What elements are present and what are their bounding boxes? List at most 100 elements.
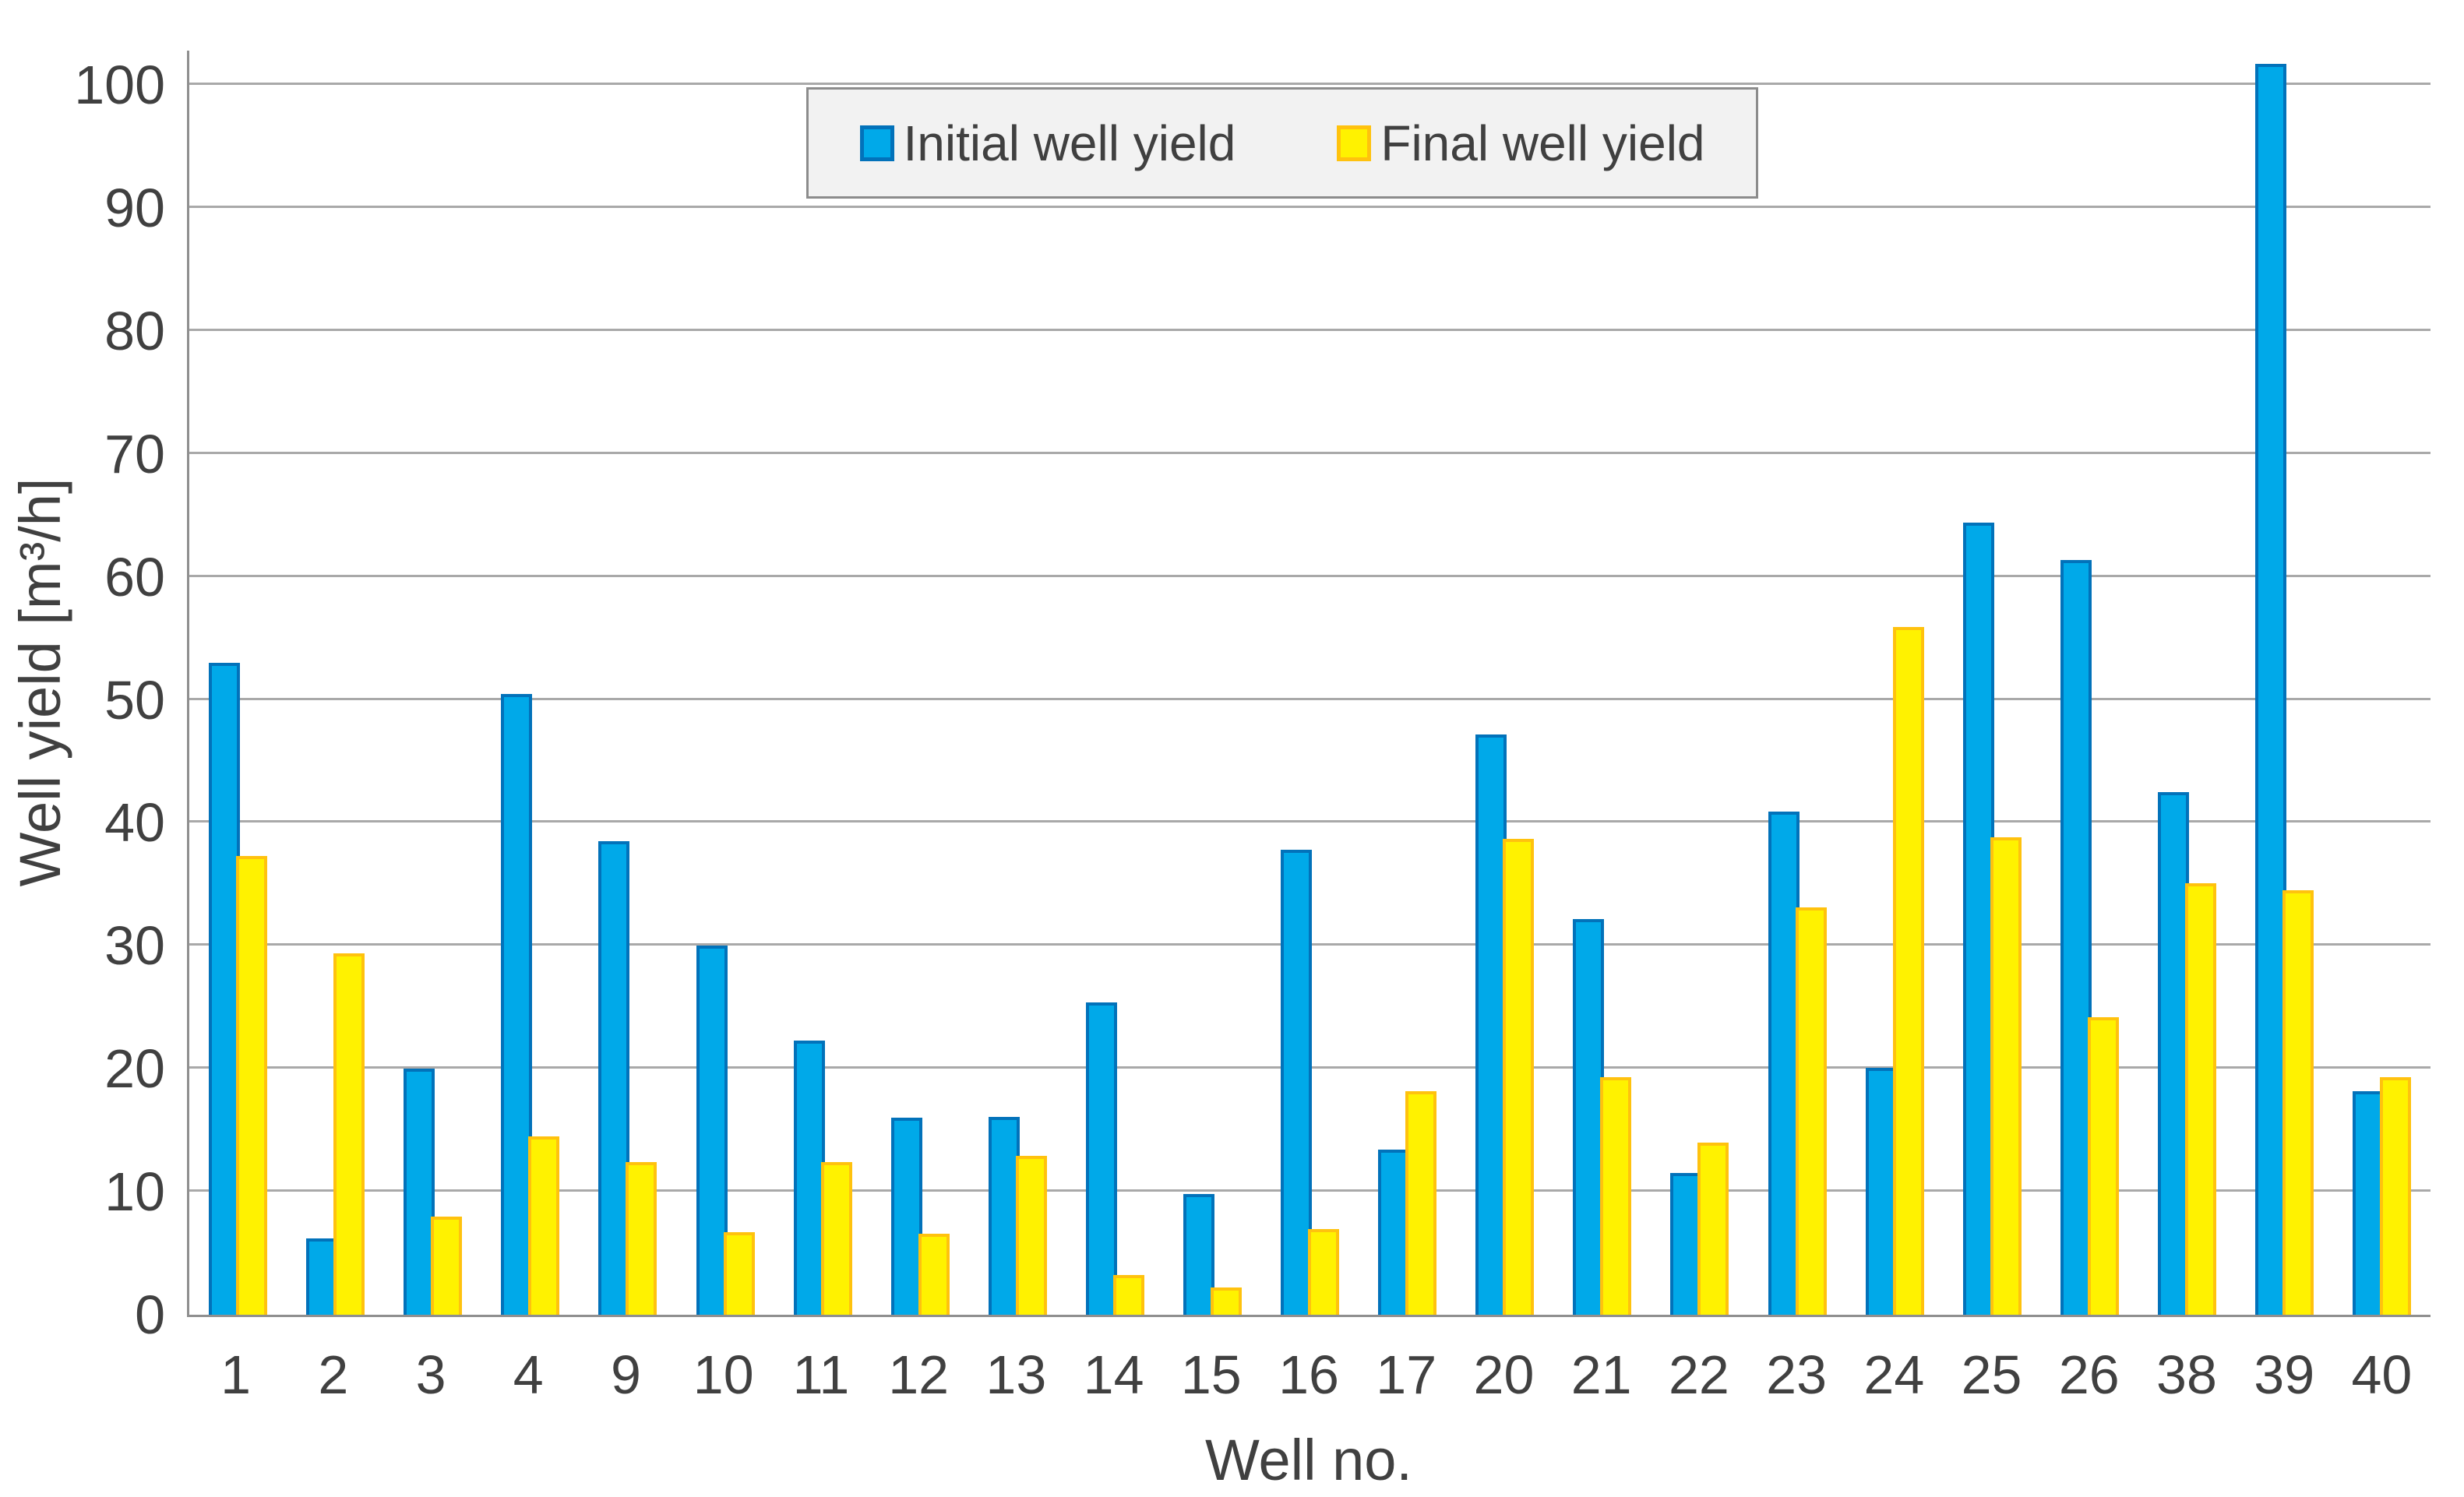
bar-group-well-26 <box>2041 51 2138 1315</box>
bar-final-well-9 <box>626 1162 657 1315</box>
x-tick-label-25: 25 <box>1961 1344 2022 1405</box>
bar-final-well-3 <box>431 1216 463 1315</box>
bar-final-well-23 <box>1795 907 1827 1315</box>
gridline-90 <box>189 206 2431 209</box>
bar-group-well-38 <box>2138 51 2236 1315</box>
bars-row <box>189 51 2431 1315</box>
bar-group-well-13 <box>969 51 1066 1315</box>
bar-initial-well-21 <box>1573 918 1605 1315</box>
x-tick-label-1: 1 <box>220 1344 252 1405</box>
x-axis-title: Well no. <box>1205 1428 1412 1492</box>
y-tick-label-100: 100 <box>74 55 165 116</box>
bar-final-well-11 <box>820 1162 852 1315</box>
legend-label-final: Final well yield <box>1380 114 1705 171</box>
bar-group-well-12 <box>872 51 969 1315</box>
x-tick-label-15: 15 <box>1180 1344 1242 1405</box>
bar-initial-well-13 <box>988 1116 1020 1315</box>
gridline-50 <box>189 697 2431 700</box>
bar-group-well-4 <box>481 51 579 1315</box>
bar-final-well-17 <box>1405 1090 1437 1315</box>
bar-initial-well-4 <box>501 693 533 1315</box>
bar-final-well-1 <box>236 856 268 1315</box>
bar-group-well-39 <box>2236 51 2333 1315</box>
bar-initial-well-40 <box>2353 1090 2385 1315</box>
bar-group-well-17 <box>1359 51 1456 1315</box>
x-tick-label-12: 12 <box>888 1344 950 1405</box>
y-tick-label-80: 80 <box>104 300 165 361</box>
bar-group-well-11 <box>774 51 872 1315</box>
bar-group-well-20 <box>1456 51 1553 1315</box>
x-tick-label-17: 17 <box>1376 1344 1437 1405</box>
bar-final-well-2 <box>333 953 365 1315</box>
gridline-40 <box>189 820 2431 823</box>
bar-group-well-25 <box>1944 51 2041 1315</box>
x-tick-label-3: 3 <box>415 1344 446 1405</box>
legend-label-initial: Initial well yield <box>903 114 1236 171</box>
gridline-80 <box>189 328 2431 331</box>
x-tick-label-21: 21 <box>1570 1344 1632 1405</box>
y-tick-label-50: 50 <box>104 669 165 731</box>
bar-initial-well-14 <box>1085 1002 1117 1315</box>
bar-final-well-38 <box>2184 882 2216 1315</box>
x-axis-ticks: 1 2 3 4 9 10 11 12 13 14 15 16 17 20 21 22 23 24 25 26 38 39 4… <box>187 1347 2431 1402</box>
bar-initial-well-23 <box>1768 812 1800 1315</box>
y-tick-label-30: 30 <box>104 915 165 977</box>
legend-swatch-initial-icon <box>859 125 894 161</box>
bar-final-well-10 <box>723 1232 755 1315</box>
x-tick-label-20: 20 <box>1473 1344 1535 1405</box>
bar-initial-well-26 <box>2060 559 2092 1315</box>
legend: Initial well yield Final well yield <box>806 87 1758 199</box>
bar-final-well-24 <box>1892 627 1924 1315</box>
y-tick-label-60: 60 <box>104 546 165 608</box>
bar-group-well-16 <box>1261 51 1359 1315</box>
bar-group-well-21 <box>1553 51 1651 1315</box>
bar-initial-well-3 <box>404 1069 435 1315</box>
bar-final-well-12 <box>918 1233 950 1315</box>
x-tick-label-23: 23 <box>1766 1344 1828 1405</box>
bar-final-well-26 <box>2087 1016 2119 1315</box>
x-tick-label-16: 16 <box>1278 1344 1339 1405</box>
bar-initial-well-22 <box>1670 1173 1702 1315</box>
bar-final-well-14 <box>1112 1275 1144 1315</box>
x-tick-label-10: 10 <box>693 1344 754 1405</box>
bar-group-well-40 <box>2333 51 2431 1315</box>
bar-group-well-15 <box>1164 51 1261 1315</box>
y-tick-label-90: 90 <box>104 178 165 239</box>
x-tick-label-11: 11 <box>792 1344 850 1405</box>
bar-initial-well-38 <box>2157 792 2189 1315</box>
legend-item-initial: Initial well yield <box>859 114 1236 171</box>
bar-initial-well-16 <box>1281 850 1313 1315</box>
bar-initial-well-25 <box>1962 523 1994 1315</box>
gridline-70 <box>189 451 2431 454</box>
y-tick-label-70: 70 <box>104 423 165 484</box>
y-tick-label-20: 20 <box>104 1038 165 1100</box>
bar-final-well-20 <box>1503 839 1535 1315</box>
bar-initial-well-17 <box>1378 1150 1410 1315</box>
bar-group-well-24 <box>1846 51 1944 1315</box>
gridline-100 <box>189 83 2431 86</box>
y-tick-label-40: 40 <box>104 792 165 854</box>
bar-group-well-3 <box>384 51 481 1315</box>
x-tick-label-14: 14 <box>1083 1344 1144 1405</box>
bar-final-well-39 <box>2282 890 2314 1315</box>
bar-initial-well-20 <box>1475 734 1507 1315</box>
bar-group-well-23 <box>1749 51 1846 1315</box>
bar-initial-well-9 <box>598 841 630 1315</box>
y-tick-label-0: 0 <box>135 1284 165 1345</box>
bar-final-well-40 <box>2380 1077 2412 1315</box>
x-tick-label-39: 39 <box>2254 1344 2315 1405</box>
bar-initial-well-12 <box>890 1118 922 1315</box>
x-tick-label-22: 22 <box>1668 1344 1729 1405</box>
x-tick-label-13: 13 <box>985 1344 1047 1405</box>
bar-initial-well-39 <box>2255 64 2287 1315</box>
bar-initial-well-15 <box>1183 1194 1214 1315</box>
x-tick-label-24: 24 <box>1863 1344 1925 1405</box>
bar-final-well-21 <box>1600 1077 1632 1315</box>
bar-initial-well-1 <box>209 663 241 1315</box>
x-tick-label-26: 26 <box>2058 1344 2120 1405</box>
x-tick-label-40: 40 <box>2351 1344 2413 1405</box>
bar-final-well-25 <box>1990 837 2022 1315</box>
x-tick-label-38: 38 <box>2156 1344 2217 1405</box>
bar-group-well-22 <box>1651 51 1748 1315</box>
